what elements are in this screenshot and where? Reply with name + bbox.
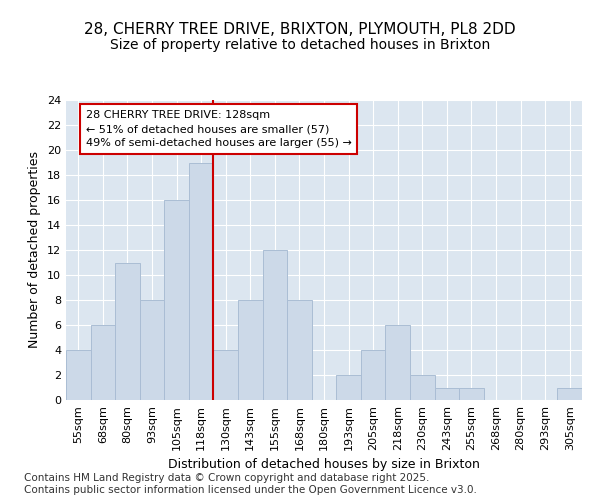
Bar	[459, 388, 484, 400]
Bar	[115, 262, 140, 400]
Text: Size of property relative to detached houses in Brixton: Size of property relative to detached ho…	[110, 38, 490, 52]
Bar	[263, 250, 287, 400]
Bar	[557, 388, 582, 400]
Bar	[140, 300, 164, 400]
Bar	[385, 325, 410, 400]
Bar	[434, 388, 459, 400]
Bar	[287, 300, 312, 400]
Text: 28, CHERRY TREE DRIVE, BRIXTON, PLYMOUTH, PL8 2DD: 28, CHERRY TREE DRIVE, BRIXTON, PLYMOUTH…	[84, 22, 516, 38]
Bar	[336, 375, 361, 400]
Bar	[361, 350, 385, 400]
Bar	[189, 162, 214, 400]
Bar	[410, 375, 434, 400]
X-axis label: Distribution of detached houses by size in Brixton: Distribution of detached houses by size …	[168, 458, 480, 471]
Bar	[238, 300, 263, 400]
Y-axis label: Number of detached properties: Number of detached properties	[28, 152, 41, 348]
Bar	[91, 325, 115, 400]
Bar	[66, 350, 91, 400]
Text: 28 CHERRY TREE DRIVE: 128sqm
← 51% of detached houses are smaller (57)
49% of se: 28 CHERRY TREE DRIVE: 128sqm ← 51% of de…	[86, 110, 352, 148]
Bar	[214, 350, 238, 400]
Text: Contains HM Land Registry data © Crown copyright and database right 2025.
Contai: Contains HM Land Registry data © Crown c…	[24, 474, 477, 495]
Bar	[164, 200, 189, 400]
